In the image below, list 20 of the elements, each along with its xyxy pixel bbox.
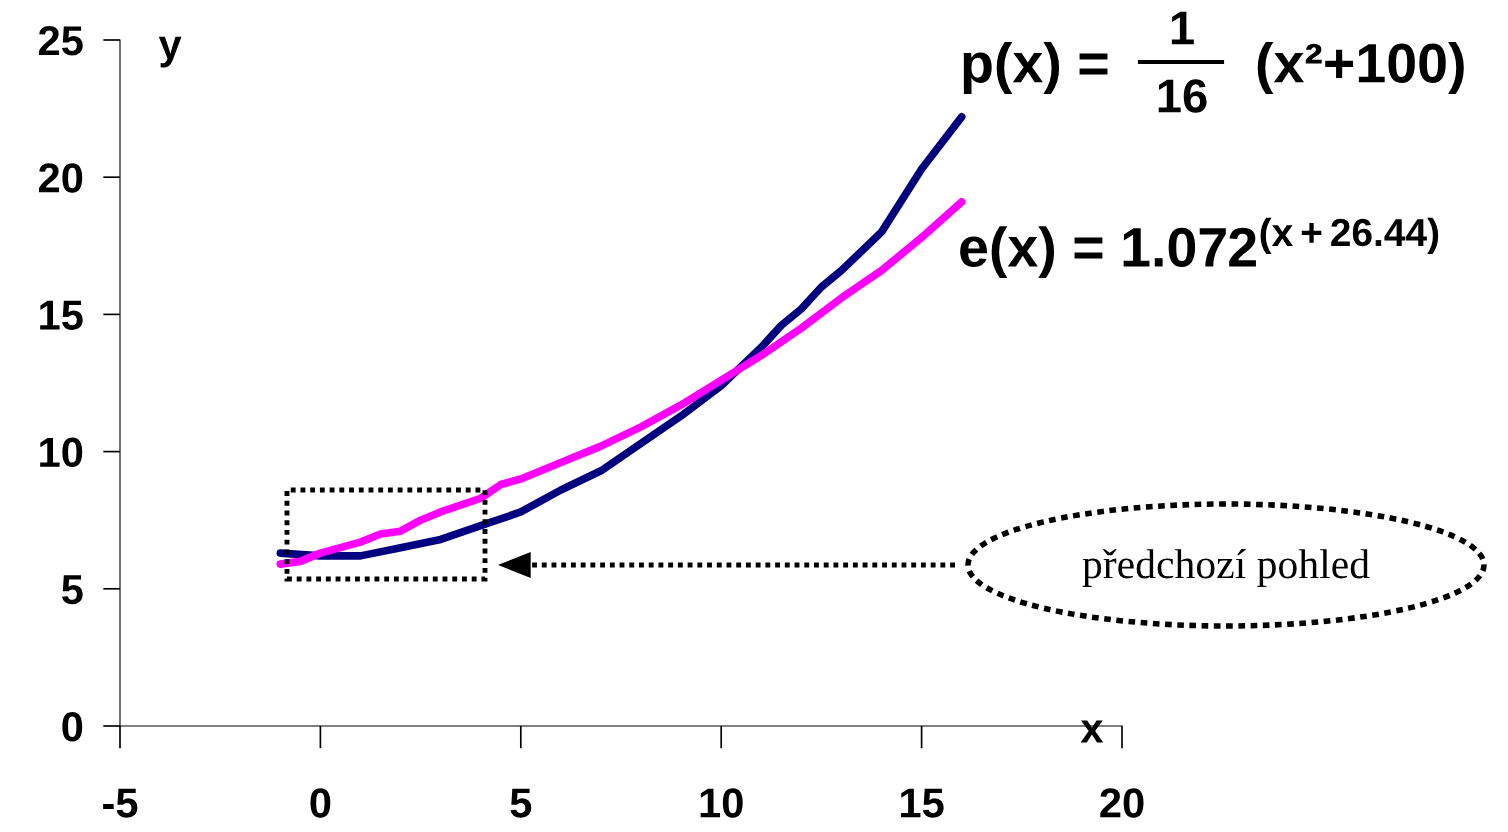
x-axis-title: x: [1080, 720, 1104, 743]
text: 16: [1158, 79, 1207, 113]
y-axis-title: y: [158, 36, 182, 68]
y-tick-label: 10: [40, 437, 83, 468]
annotation: p(x) =: [963, 42, 1108, 94]
y-tick-label: 20: [38, 163, 83, 193]
annotation: e(x) = 1.072$^{(x+26.44)}$: [960, 217, 1439, 278]
annotation: předchozí pohled: [1082, 549, 1370, 587]
y-tick-label: 15: [40, 300, 83, 330]
y-tick-label: 0: [62, 712, 83, 742]
x-tick-label: 10: [700, 788, 743, 818]
x-tick-label: 15: [901, 788, 944, 818]
x-tick-label: 5: [510, 788, 532, 818]
x-tick-label: -5: [103, 788, 138, 818]
y-tick-label: 5: [62, 575, 83, 605]
x-tick-label: 0: [310, 788, 331, 818]
text: 1: [1171, 11, 1194, 45]
text: (x²+100): [1257, 42, 1464, 94]
y-tick-label: 25: [38, 26, 83, 56]
x-tick-label: 20: [1100, 788, 1144, 818]
